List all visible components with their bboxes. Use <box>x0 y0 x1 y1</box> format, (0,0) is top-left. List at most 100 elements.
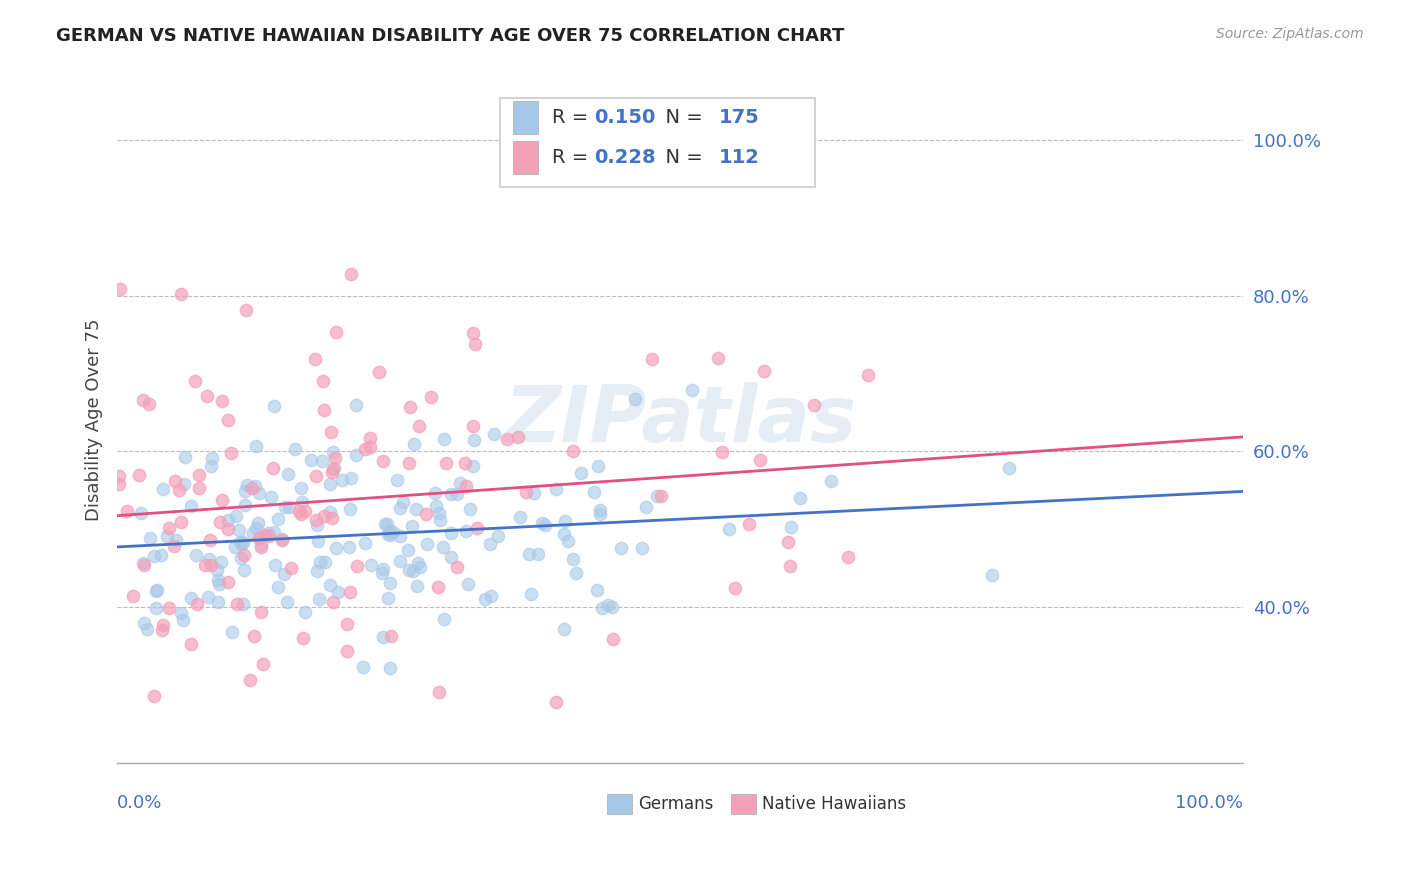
FancyBboxPatch shape <box>513 141 538 174</box>
FancyBboxPatch shape <box>607 794 631 814</box>
Point <box>233 563 256 577</box>
Point <box>553 622 575 636</box>
Point <box>219 446 242 460</box>
Point <box>163 474 186 488</box>
Point <box>233 498 256 512</box>
Point <box>134 615 156 630</box>
Point <box>278 500 301 514</box>
Point <box>201 450 224 465</box>
Point <box>396 543 419 558</box>
Point <box>586 458 609 473</box>
Point <box>290 507 312 521</box>
Point <box>232 548 254 562</box>
Point <box>240 482 263 496</box>
Point <box>429 513 451 527</box>
Point <box>404 437 426 451</box>
Point <box>517 547 540 561</box>
Point <box>609 541 631 555</box>
Point <box>586 582 609 597</box>
Point <box>209 555 232 569</box>
Point <box>226 598 249 612</box>
Point <box>242 525 264 540</box>
Point <box>346 559 368 574</box>
Point <box>779 559 801 574</box>
Point <box>752 364 775 378</box>
Point <box>820 474 842 488</box>
Point <box>173 477 195 491</box>
Point <box>252 657 274 671</box>
Point <box>509 510 531 524</box>
Point <box>336 644 359 658</box>
Point <box>589 508 612 522</box>
Point <box>591 601 613 615</box>
Point <box>321 510 343 524</box>
Point <box>321 465 343 479</box>
Point <box>180 637 202 651</box>
Point <box>197 590 219 604</box>
Point <box>136 623 159 637</box>
Point <box>180 500 202 514</box>
Point <box>389 529 412 543</box>
Point <box>217 574 239 589</box>
Text: 175: 175 <box>718 108 759 127</box>
FancyBboxPatch shape <box>501 98 815 187</box>
Point <box>484 426 506 441</box>
Text: Source: ZipAtlas.com: Source: ZipAtlas.com <box>1216 27 1364 41</box>
Point <box>377 591 399 605</box>
Point <box>776 535 799 549</box>
Point <box>322 462 344 476</box>
Point <box>305 565 328 579</box>
Point <box>526 547 548 561</box>
Point <box>322 445 344 459</box>
Point <box>217 412 239 426</box>
Point <box>711 444 734 458</box>
Point <box>636 500 658 514</box>
Point <box>110 282 132 296</box>
Point <box>371 453 394 467</box>
Point <box>546 695 568 709</box>
Point <box>245 439 267 453</box>
Point <box>353 442 375 456</box>
Point <box>291 495 314 509</box>
Point <box>243 479 266 493</box>
Point <box>263 400 285 414</box>
Point <box>856 368 879 382</box>
Text: 100.0%: 100.0% <box>1175 794 1243 812</box>
Point <box>139 531 162 545</box>
Point <box>440 525 463 540</box>
Point <box>387 473 409 487</box>
Point <box>415 508 437 522</box>
Point <box>531 516 554 530</box>
Point <box>340 471 363 485</box>
Point <box>263 461 285 475</box>
Point <box>478 536 501 550</box>
Point <box>456 479 478 493</box>
Point <box>217 522 239 536</box>
Point <box>780 520 803 534</box>
Point <box>180 591 202 606</box>
Point <box>486 528 509 542</box>
Point <box>232 535 254 549</box>
Text: R =: R = <box>551 108 595 127</box>
Point <box>557 534 579 549</box>
Text: 0.228: 0.228 <box>595 148 657 167</box>
Point <box>311 375 333 389</box>
Point <box>146 582 169 597</box>
Point <box>319 578 342 592</box>
Point <box>247 531 270 545</box>
Point <box>367 365 389 379</box>
Text: N =: N = <box>652 108 709 127</box>
Point <box>129 506 152 520</box>
Text: 112: 112 <box>718 148 759 167</box>
Point <box>381 524 404 539</box>
Text: R =: R = <box>551 148 595 167</box>
Point <box>198 533 221 547</box>
Point <box>250 538 273 552</box>
Point <box>150 624 173 638</box>
Point <box>458 501 481 516</box>
Point <box>406 578 429 592</box>
Point <box>392 495 415 509</box>
Point <box>194 558 217 572</box>
Point <box>724 581 747 595</box>
Point <box>415 537 437 551</box>
